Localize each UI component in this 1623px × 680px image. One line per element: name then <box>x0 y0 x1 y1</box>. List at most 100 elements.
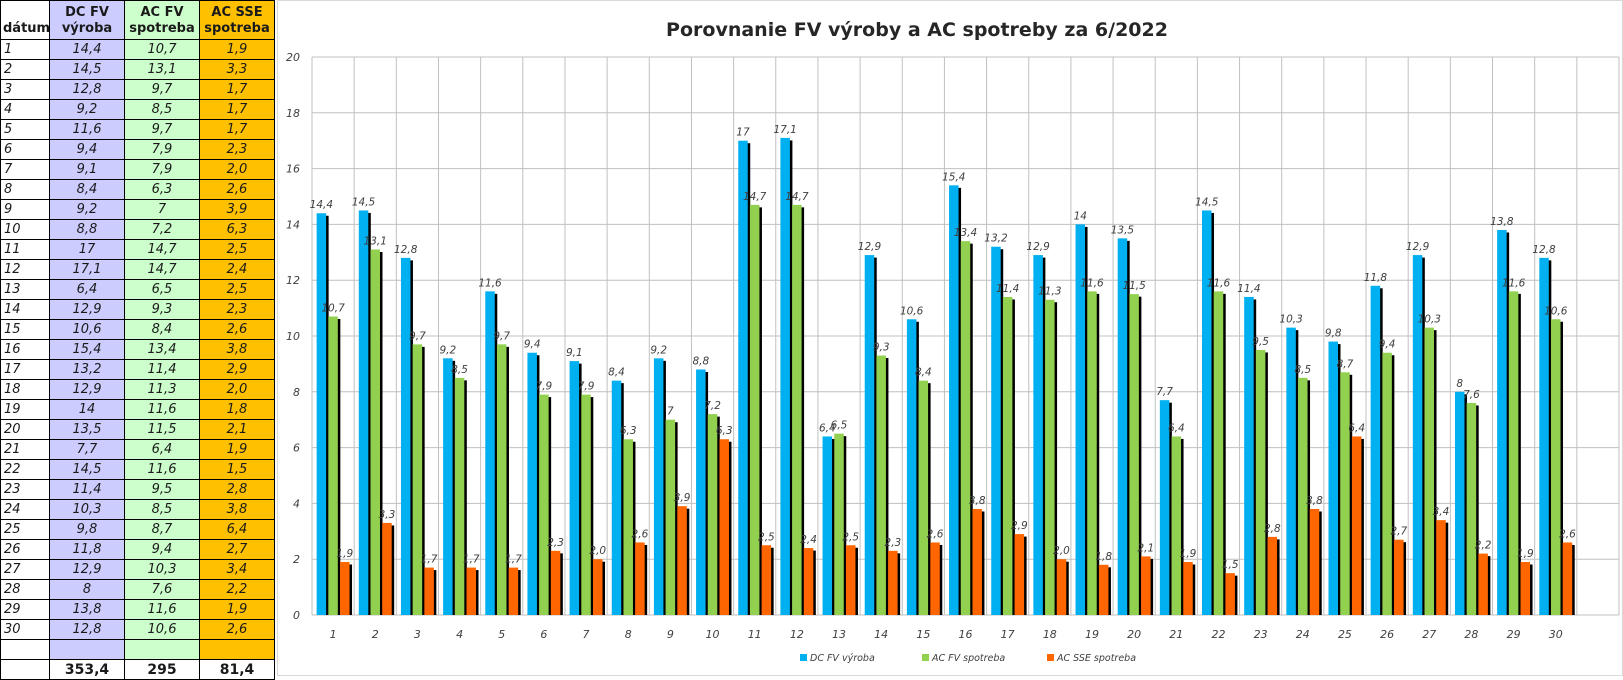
bar-ac-sse-spotreba[interactable] <box>1014 534 1025 615</box>
cell-dc-fv-vyroba[interactable]: 9,2 <box>49 199 125 220</box>
bar-dc-fv-vyroba[interactable] <box>611 380 622 615</box>
bar-ac-fv-spotreba[interactable] <box>454 377 465 615</box>
bar-ac-fv-spotreba[interactable] <box>876 355 886 615</box>
bar-ac-fv-spotreba[interactable] <box>960 241 971 615</box>
cell-ac-sse-spotreba[interactable]: 2,3 <box>199 299 275 320</box>
cell-date[interactable]: 21 <box>0 439 50 460</box>
cell-ac-fv-spotreba[interactable]: 6,5 <box>124 279 200 300</box>
bar-dc-fv-vyroba[interactable] <box>696 369 706 615</box>
cell-ac-sse-spotreba[interactable]: 1,7 <box>199 79 275 100</box>
bar-ac-sse-spotreba[interactable] <box>1183 561 1193 615</box>
bar-dc-fv-vyroba[interactable] <box>1286 327 1296 615</box>
cell-ac-fv-spotreba[interactable]: 9,7 <box>124 79 200 100</box>
cell-ac-sse-spotreba[interactable]: 2,9 <box>199 359 275 380</box>
header-dc-fv-vyroba[interactable]: DC FV výroba <box>49 0 125 40</box>
bar-ac-fv-spotreba[interactable] <box>749 204 760 615</box>
bar-dc-fv-vyroba[interactable] <box>400 257 411 615</box>
cell-ac-sse-spotreba[interactable]: 2,2 <box>199 579 275 600</box>
cell-ac-sse-spotreba[interactable]: 2,4 <box>199 259 275 280</box>
cell-date[interactable]: 7 <box>0 159 50 180</box>
bar-ac-fv-spotreba[interactable] <box>918 380 929 615</box>
bar-ac-sse-spotreba[interactable] <box>1098 564 1109 615</box>
bar-dc-fv-vyroba[interactable] <box>443 358 453 615</box>
cell-ac-fv-spotreba[interactable]: 11,6 <box>124 599 200 620</box>
header-date[interactable]: dátum <box>0 0 50 40</box>
bar-ac-fv-spotreba[interactable] <box>1382 352 1392 615</box>
bar-ac-fv-spotreba[interactable] <box>707 414 718 615</box>
cell-ac-fv-spotreba[interactable]: 6,3 <box>124 179 200 200</box>
cell-ac-sse-spotreba[interactable]: 3,8 <box>199 499 275 520</box>
bar-ac-sse-spotreba[interactable] <box>424 567 434 615</box>
cell-ac-fv-spotreba[interactable]: 9,5 <box>124 479 200 500</box>
cell-ac-fv-spotreba[interactable]: 7,9 <box>124 139 200 160</box>
cell-ac-sse-spotreba[interactable]: 2,5 <box>199 239 275 260</box>
bar-ac-sse-spotreba[interactable] <box>1225 573 1235 615</box>
cell-dc-fv-vyroba[interactable]: 8,8 <box>49 219 125 240</box>
bar-dc-fv-vyroba[interactable] <box>1244 296 1254 615</box>
cell-date[interactable]: 13 <box>0 279 50 300</box>
cell-empty[interactable] <box>124 639 200 660</box>
cell-ac-sse-spotreba[interactable]: 1,9 <box>199 39 275 60</box>
cell-ac-fv-spotreba[interactable]: 7,2 <box>124 219 200 240</box>
bar-ac-fv-spotreba[interactable] <box>412 344 423 615</box>
cell-ac-fv-spotreba[interactable]: 8,5 <box>124 499 200 520</box>
cell-ac-fv-spotreba[interactable]: 11,5 <box>124 419 200 440</box>
cell-date[interactable]: 17 <box>0 359 50 380</box>
cell-ac-sse-spotreba[interactable]: 3,4 <box>199 559 275 580</box>
bar-dc-fv-vyroba[interactable] <box>1454 391 1465 615</box>
cell-ac-sse-spotreba[interactable]: 1,5 <box>199 459 275 480</box>
legend-label[interactable]: DC FV výroba <box>810 653 875 664</box>
bar-ac-sse-spotreba[interactable] <box>761 545 772 615</box>
bar-ac-sse-spotreba[interactable] <box>1056 559 1067 615</box>
bar-ac-fv-spotreba[interactable] <box>792 204 802 615</box>
bar-dc-fv-vyroba[interactable] <box>780 137 790 615</box>
cell-date[interactable]: 22 <box>0 459 50 480</box>
cell-dc-fv-vyroba[interactable]: 12,9 <box>49 379 125 400</box>
bar-ac-sse-spotreba[interactable] <box>719 439 729 615</box>
bar-ac-fv-spotreba[interactable] <box>539 394 549 615</box>
cell-ac-sse-spotreba[interactable]: 1,8 <box>199 399 275 420</box>
cell-date[interactable]: 14 <box>0 299 50 320</box>
bar-ac-sse-spotreba[interactable] <box>1562 542 1573 615</box>
cell-ac-fv-spotreba[interactable]: 8,4 <box>124 319 200 340</box>
bar-ac-fv-spotreba[interactable] <box>1129 294 1139 615</box>
cell-ac-fv-spotreba[interactable]: 11,3 <box>124 379 200 400</box>
cell-ac-sse-spotreba[interactable]: 3,9 <box>199 199 275 220</box>
bar-ac-fv-spotreba[interactable] <box>1171 436 1182 615</box>
bar-ac-sse-spotreba[interactable] <box>1436 520 1446 615</box>
bar-ac-fv-spotreba[interactable] <box>370 249 380 615</box>
bar-dc-fv-vyroba[interactable] <box>1370 285 1381 615</box>
cell-ac-fv-spotreba[interactable]: 8,5 <box>124 99 200 120</box>
bar-dc-fv-vyroba[interactable] <box>1117 238 1128 615</box>
cell-date[interactable]: 28 <box>0 579 50 600</box>
bar-ac-fv-spotreba[interactable] <box>581 394 591 615</box>
bar-ac-sse-spotreba[interactable] <box>382 522 392 615</box>
cell-date[interactable]: 1 <box>0 39 50 60</box>
cell-dc-fv-vyroba[interactable]: 10,6 <box>49 319 125 340</box>
cell-empty[interactable] <box>199 639 275 660</box>
cell-dc-fv-vyroba[interactable]: 12,9 <box>49 559 125 580</box>
bar-ac-fv-spotreba[interactable] <box>1213 291 1224 615</box>
bar-ac-sse-spotreba[interactable] <box>1309 508 1320 615</box>
bar-ac-sse-spotreba[interactable] <box>592 559 603 615</box>
cell-ac-sse-spotreba[interactable]: 2,8 <box>199 479 275 500</box>
cell-ac-sse-spotreba[interactable]: 2,5 <box>199 279 275 300</box>
cell-ac-fv-spotreba[interactable]: 13,1 <box>124 59 200 80</box>
bar-dc-fv-vyroba[interactable] <box>316 213 327 616</box>
bar-ac-fv-spotreba[interactable] <box>1255 349 1266 615</box>
cell-dc-fv-vyroba[interactable]: 14,4 <box>49 39 125 60</box>
bar-ac-fv-spotreba[interactable] <box>328 316 338 615</box>
cell-ac-fv-spotreba[interactable]: 11,6 <box>124 399 200 420</box>
cell-ac-fv-spotreba[interactable]: 13,4 <box>124 339 200 360</box>
cell-date[interactable]: 24 <box>0 499 50 520</box>
bar-ac-sse-spotreba[interactable] <box>803 548 814 615</box>
cell-ac-sse-spotreba[interactable]: 1,7 <box>199 99 275 120</box>
bar-ac-sse-spotreba[interactable] <box>550 550 561 615</box>
bar-ac-sse-spotreba[interactable] <box>1520 561 1531 615</box>
cell-dc-fv-vyroba[interactable]: 13,2 <box>49 359 125 380</box>
cell-dc-fv-vyroba[interactable]: 10,3 <box>49 499 125 520</box>
cell-ac-sse-spotreba[interactable]: 6,4 <box>199 519 275 540</box>
cell-dc-fv-vyroba[interactable]: 17,1 <box>49 259 125 280</box>
cell-ac-sse-spotreba[interactable]: 6,3 <box>199 219 275 240</box>
cell-dc-fv-vyroba[interactable]: 14,5 <box>49 459 125 480</box>
